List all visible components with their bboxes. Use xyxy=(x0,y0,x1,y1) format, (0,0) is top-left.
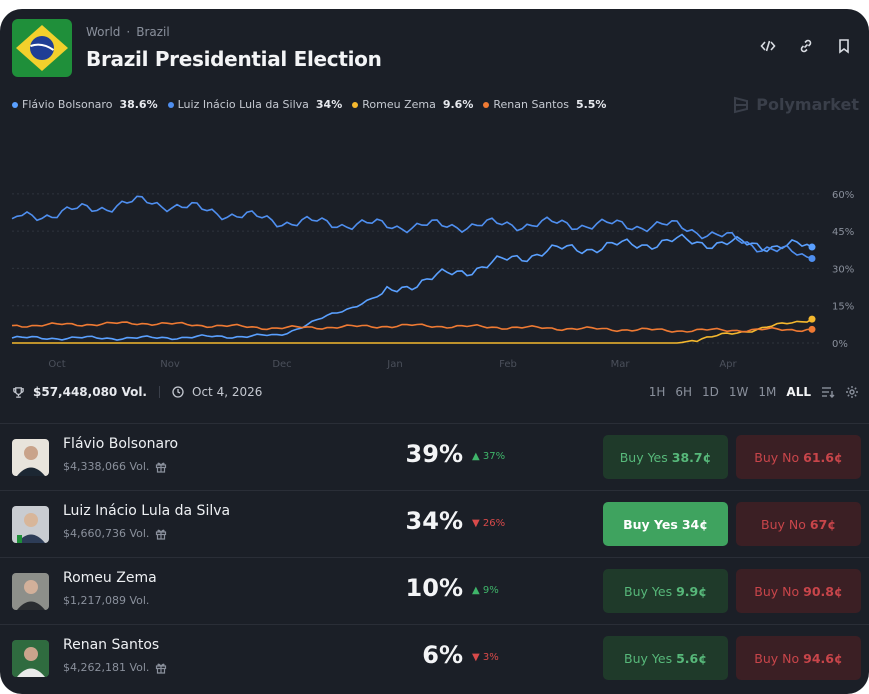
outcome-row-lula: Luiz Inácio Lula da Silva $4,660,736 Vol… xyxy=(0,490,869,557)
outcome-name[interactable]: Romeu Zema xyxy=(63,570,157,586)
outcome-name[interactable]: Flávio Bolsonaro xyxy=(63,436,179,452)
series-line xyxy=(11,233,813,341)
change-indicator: ▲ 37% xyxy=(472,451,506,462)
brazil-flag-icon xyxy=(12,19,72,77)
buy-yes-button[interactable]: Buy Yes 5.6¢ xyxy=(603,636,728,680)
outcome-volume: $4,262,181 Vol. xyxy=(63,661,150,674)
x-tick-label: Dec xyxy=(272,359,291,370)
series-end-point xyxy=(808,254,816,262)
buy-no-button[interactable]: Buy No 94.6¢ xyxy=(736,636,861,680)
gift-icon[interactable] xyxy=(155,662,167,674)
range-1w[interactable]: 1W xyxy=(728,385,749,399)
x-tick-label: Jan xyxy=(386,359,402,370)
total-volume: $57,448,080 Vol. xyxy=(33,385,147,399)
change-indicator: ▼ 26% xyxy=(472,518,506,529)
x-tick-label: Mar xyxy=(611,359,631,370)
x-tick-label: Apr xyxy=(719,359,737,370)
arrow-down-icon: ▼ xyxy=(472,518,480,529)
link-icon[interactable] xyxy=(797,37,815,55)
avatar xyxy=(12,640,49,677)
range-6h[interactable]: 6H xyxy=(675,385,693,399)
market-stats: $57,448,080 Vol. Oct 4, 2026 xyxy=(12,385,262,399)
buy-yes-button[interactable]: Buy Yes 38.7¢ xyxy=(603,435,728,479)
change-indicator: ▼ 3% xyxy=(472,652,499,663)
y-tick-label: 0% xyxy=(832,339,848,350)
gift-icon[interactable] xyxy=(155,528,167,540)
legend-item-santos: Renan Santos 5.5% xyxy=(483,98,606,111)
x-tick-label: Oct xyxy=(48,359,65,370)
gift-icon[interactable] xyxy=(155,461,167,473)
breadcrumb-world[interactable]: World xyxy=(86,25,121,39)
outcome-volume: $1,217,089 Vol. xyxy=(63,594,150,607)
clock-icon xyxy=(172,386,184,398)
x-tick-label: Nov xyxy=(160,359,180,370)
filter-list-icon[interactable] xyxy=(821,385,835,399)
chart-legend: Flávio Bolsonaro 38.6% Luiz Inácio Lula d… xyxy=(12,98,606,111)
y-tick-label: 60% xyxy=(832,190,854,201)
settings-gear-icon[interactable] xyxy=(845,385,859,399)
legend-item-bolsonaro: Flávio Bolsonaro 38.6% xyxy=(12,98,158,111)
breadcrumb-brazil[interactable]: Brazil xyxy=(136,25,170,39)
bookmark-icon[interactable] xyxy=(835,37,853,55)
y-tick-label: 30% xyxy=(832,264,854,275)
outcome-probability: 10% xyxy=(405,574,463,602)
brand-name: Polymarket xyxy=(756,95,859,114)
range-1d[interactable]: 1D xyxy=(702,385,719,399)
buy-no-button[interactable]: Buy No 67¢ xyxy=(736,502,861,546)
range-1h[interactable]: 1H xyxy=(648,385,666,399)
buy-no-button[interactable]: Buy No 61.6¢ xyxy=(736,435,861,479)
range-1m[interactable]: 1M xyxy=(758,385,777,399)
outcome-volume: $4,338,066 Vol. xyxy=(63,460,150,473)
outcome-row-santos: Renan Santos $4,262,181 Vol. 6% ▼ 3% Buy… xyxy=(0,624,869,691)
arrow-up-icon: ▲ xyxy=(472,585,480,596)
series-line xyxy=(11,195,813,260)
arrow-up-icon: ▲ xyxy=(472,451,480,462)
y-tick-label: 45% xyxy=(832,227,854,238)
polymarket-logo: Polymarket xyxy=(732,95,859,114)
outcome-name[interactable]: Renan Santos xyxy=(63,637,160,653)
page-title: Brazil Presidential Election xyxy=(86,47,382,71)
avatar xyxy=(12,506,49,543)
outcome-volume: $4,660,736 Vol. xyxy=(63,527,150,540)
outcome-name[interactable]: Luiz Inácio Lula da Silva xyxy=(63,503,231,519)
range-all[interactable]: ALL xyxy=(786,385,811,399)
embed-code-icon[interactable] xyxy=(759,37,777,55)
legend-item-lula: Luiz Inácio Lula da Silva 34% xyxy=(167,98,342,111)
change-indicator: ▲ 9% xyxy=(472,585,499,596)
outcome-probability: 34% xyxy=(405,507,463,535)
outcome-probability: 39% xyxy=(405,440,463,468)
end-date: Oct 4, 2026 xyxy=(192,385,263,399)
breadcrumb: World · Brazil xyxy=(86,25,170,39)
y-tick-label: 15% xyxy=(832,302,854,313)
trophy-icon xyxy=(13,386,24,398)
buy-no-button[interactable]: Buy No 90.8¢ xyxy=(736,569,861,613)
series-end-point xyxy=(808,315,816,323)
x-tick-label: Feb xyxy=(499,359,517,370)
series-end-point xyxy=(808,243,816,251)
time-range-selector: 1H 6H 1D 1W 1M ALL xyxy=(649,385,859,399)
legend-item-zema: Romeu Zema 9.6% xyxy=(352,98,473,111)
arrow-down-icon: ▼ xyxy=(472,652,480,663)
market-card: World · Brazil Brazil Presidential Electio… xyxy=(0,9,869,694)
outcome-row-zema: Romeu Zema $1,217,089 Vol. 10% ▲ 9% Buy … xyxy=(0,557,869,624)
series-line xyxy=(12,318,813,344)
buy-yes-button[interactable]: Buy Yes 9.9¢ xyxy=(603,569,728,613)
avatar xyxy=(12,573,49,610)
series-line xyxy=(11,321,813,333)
avatar xyxy=(12,439,49,476)
series-end-point xyxy=(808,325,816,333)
outcome-probability: 6% xyxy=(422,641,463,669)
outcome-row-bolsonaro: Flávio Bolsonaro $4,338,066 Vol. 39% ▲ 3… xyxy=(0,423,869,490)
price-chart[interactable]: 60% 45% 30% 15% 0% Oct Nov Dec Jan Feb Mar Apr xyxy=(0,159,869,374)
buy-yes-button[interactable]: Buy Yes 34¢ xyxy=(603,502,728,546)
